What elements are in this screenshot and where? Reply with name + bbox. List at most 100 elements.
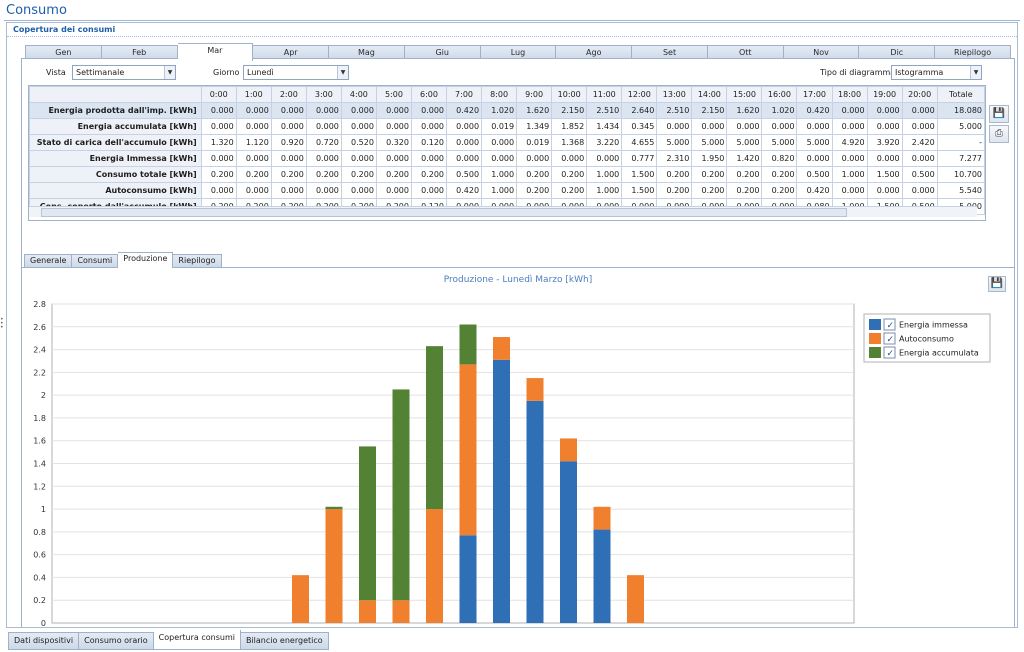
- table-cell[interactable]: 0.320: [375, 134, 412, 151]
- table-cell[interactable]: 0.000: [516, 150, 553, 167]
- table-cell[interactable]: 2.640: [621, 102, 658, 119]
- table-cell[interactable]: 4.920: [831, 134, 868, 151]
- table-cell[interactable]: 0.000: [235, 150, 272, 167]
- table-cell[interactable]: 0.000: [866, 150, 903, 167]
- chevron-down-icon[interactable]: ▼: [970, 66, 981, 79]
- table-cell[interactable]: 0.420: [796, 102, 833, 119]
- table-cell[interactable]: 0.000: [270, 150, 307, 167]
- giorno-select[interactable]: Lunedì ▼: [243, 65, 349, 80]
- table-cell[interactable]: 1.000: [831, 166, 868, 183]
- table-cell[interactable]: 1.320: [200, 134, 237, 151]
- tab-mar[interactable]: Mar: [177, 43, 254, 61]
- table-cell[interactable]: 0.000: [901, 118, 938, 135]
- table-cell[interactable]: 0.000: [375, 102, 412, 119]
- table-cell[interactable]: 0.000: [305, 118, 342, 135]
- table-cell[interactable]: 0.000: [726, 118, 763, 135]
- bottom-tab-dati-dispositivi[interactable]: Dati dispositivi: [8, 632, 80, 650]
- table-cell[interactable]: 0.019: [516, 134, 553, 151]
- table-cell[interactable]: 1.000: [481, 166, 518, 183]
- table-cell[interactable]: 5.540: [936, 182, 985, 199]
- table-cell[interactable]: 1.500: [866, 166, 903, 183]
- column-header[interactable]: 18:00: [831, 86, 868, 103]
- table-cell[interactable]: 0.000: [586, 150, 623, 167]
- table-cell[interactable]: 0.420: [446, 102, 483, 119]
- table-cell[interactable]: 5.000: [761, 134, 798, 151]
- table-cell[interactable]: 1.000: [586, 166, 623, 183]
- column-header[interactable]: 14:00: [691, 86, 728, 103]
- table-cell[interactable]: 0.000: [866, 102, 903, 119]
- table-cell[interactable]: 3.220: [586, 134, 623, 151]
- table-cell[interactable]: 1.852: [551, 118, 588, 135]
- column-header[interactable]: 4:00: [340, 86, 377, 103]
- column-header[interactable]: 15:00: [726, 86, 763, 103]
- table-cell[interactable]: 2.150: [691, 102, 728, 119]
- table-cell[interactable]: 0.000: [831, 118, 868, 135]
- table-cell[interactable]: 2.310: [656, 150, 693, 167]
- table-cell[interactable]: 0.000: [200, 118, 237, 135]
- table-cell[interactable]: 0.777: [621, 150, 658, 167]
- table-cell[interactable]: 1.500: [621, 182, 658, 199]
- table-cell[interactable]: 0.200: [691, 166, 728, 183]
- bottom-tab-consumo-orario[interactable]: Consumo orario: [79, 632, 154, 650]
- table-cell[interactable]: 1.000: [481, 182, 518, 199]
- column-header[interactable]: 13:00: [656, 86, 693, 103]
- table-cell[interactable]: 0.120: [410, 134, 448, 151]
- column-header[interactable]: 16:00: [761, 86, 798, 103]
- table-row[interactable]: Energia prodotta dall'imp. [kWh] 0.000 0.0…: [29, 102, 985, 119]
- table-row[interactable]: Autoconsumo [kWh] 0.000 0.000 0.000 0.000 0.0…: [29, 182, 985, 199]
- table-cell[interactable]: 0.200: [516, 182, 553, 199]
- splitter-grip-icon[interactable]: • • •: [0, 316, 4, 331]
- table-cell[interactable]: 0.720: [305, 134, 342, 151]
- table-cell[interactable]: 0.200: [305, 166, 342, 183]
- table-cell[interactable]: 0.000: [305, 182, 342, 199]
- table-cell[interactable]: 1.434: [586, 118, 623, 135]
- table-row[interactable]: Energia accumulata [kWh] 0.000 0.000 0.000 0…: [29, 118, 985, 135]
- table-cell[interactable]: 0.000: [761, 118, 798, 135]
- table-cell[interactable]: 0.000: [305, 150, 342, 167]
- column-header[interactable]: 9:00: [516, 86, 553, 103]
- table-cell[interactable]: 1.620: [516, 102, 553, 119]
- table-cell[interactable]: 0.200: [761, 166, 798, 183]
- table-cell[interactable]: 0.000: [305, 102, 342, 119]
- table-cell[interactable]: 0.000: [340, 118, 377, 135]
- table-cell[interactable]: 0.500: [901, 166, 938, 183]
- table-cell[interactable]: 0.000: [481, 134, 518, 151]
- table-cell[interactable]: 1.020: [481, 102, 518, 119]
- table-cell[interactable]: 0.000: [200, 150, 237, 167]
- table-cell[interactable]: 1.349: [516, 118, 553, 135]
- table-row[interactable]: Stato di carica dell'accumulo [kWh] 1.320…: [29, 134, 985, 151]
- inner-tab-consumi[interactable]: Consumi: [72, 254, 119, 268]
- table-cell[interactable]: 0.000: [200, 182, 237, 199]
- table-cell[interactable]: 0.000: [270, 118, 307, 135]
- table-cell[interactable]: 0.000: [340, 102, 377, 119]
- table-cell[interactable]: 0.000: [481, 150, 518, 167]
- table-cell[interactable]: 0.345: [621, 118, 658, 135]
- table-cell[interactable]: 5.000: [691, 134, 728, 151]
- table-cell[interactable]: 0.000: [235, 118, 272, 135]
- inner-tab-riepilogo[interactable]: Riepilogo: [173, 254, 222, 268]
- table-cell[interactable]: 0.000: [656, 118, 693, 135]
- table-cell[interactable]: 0.000: [340, 150, 377, 167]
- column-header[interactable]: 10:00: [551, 86, 588, 103]
- table-cell[interactable]: 10.700: [936, 166, 985, 183]
- table-cell[interactable]: 0.000: [375, 118, 412, 135]
- table-cell[interactable]: 0.200: [235, 166, 272, 183]
- table-cell[interactable]: -: [936, 134, 985, 151]
- table-cell[interactable]: 0.000: [901, 182, 938, 199]
- table-cell[interactable]: 0.000: [235, 102, 272, 119]
- table-cell[interactable]: 0.000: [375, 150, 412, 167]
- table-row[interactable]: Consumo totale [kWh] 0.200 0.200 0.200 0.200…: [29, 166, 985, 183]
- column-header[interactable]: 5:00: [375, 86, 412, 103]
- column-header[interactable]: 6:00: [410, 86, 448, 103]
- table-cell[interactable]: 0.000: [270, 102, 307, 119]
- table-cell[interactable]: 1.368: [551, 134, 588, 151]
- table-cell[interactable]: 0.000: [901, 150, 938, 167]
- table-cell[interactable]: 0.000: [691, 118, 728, 135]
- bottom-tab-copertura-consumi[interactable]: Copertura consumi: [153, 630, 241, 650]
- horizontal-scrollbar[interactable]: [29, 206, 977, 217]
- table-cell[interactable]: 1.500: [621, 166, 658, 183]
- table-cell[interactable]: 3.920: [866, 134, 903, 151]
- table-cell[interactable]: 4.655: [621, 134, 658, 151]
- table-cell[interactable]: 0.000: [866, 182, 903, 199]
- table-cell[interactable]: 0.200: [656, 182, 693, 199]
